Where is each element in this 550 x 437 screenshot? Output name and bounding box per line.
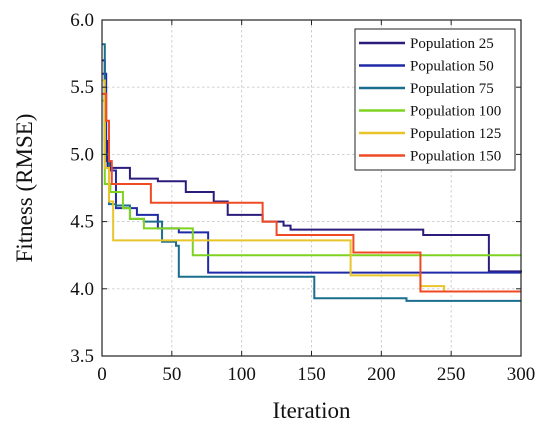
y-tick-label: 3.5 (70, 346, 94, 367)
series-line-6 (102, 92, 521, 293)
x-tick-label: 250 (437, 364, 466, 385)
y-tick-label: 4.0 (70, 279, 94, 300)
y-tick-label: 5.0 (70, 144, 94, 165)
legend-box (354, 28, 516, 171)
x-tick-label: 200 (367, 364, 396, 385)
x-tick-label: 300 (507, 364, 536, 385)
series-line-1 (102, 59, 522, 273)
legend-label-3: Population 75 (410, 81, 494, 97)
y-tick-label: 4.5 (70, 212, 94, 233)
legend-label-1: Population 25 (410, 36, 494, 52)
x-tick-label: 100 (227, 364, 256, 385)
legend-label-2: Population 50 (410, 59, 494, 75)
series-line-5 (102, 79, 521, 293)
y-tick-label: 5.5 (70, 77, 94, 98)
x-tick-label: 50 (162, 364, 181, 385)
axis-ticks: 0 50 100 150 200 250 300 3.5 4.0 4.5 5.0 5.5 6.0 (70, 10, 535, 385)
legend-label-6: Population 150 (410, 149, 501, 165)
legend-label-5: Population 125 (410, 126, 501, 142)
x-tick-label: 150 (297, 364, 326, 385)
series-lines (102, 43, 522, 302)
y-tick-label: 6.0 (70, 10, 94, 31)
legend-label-4: Population 100 (410, 104, 501, 120)
y-axis-title: Fitness (RMSE) (12, 114, 37, 263)
series-line-4 (102, 99, 521, 257)
legend: Population 25 Population 50 Population 75 P… (354, 28, 516, 171)
x-tick-label: 0 (97, 364, 107, 385)
x-axis-title: Iteration (273, 398, 351, 423)
